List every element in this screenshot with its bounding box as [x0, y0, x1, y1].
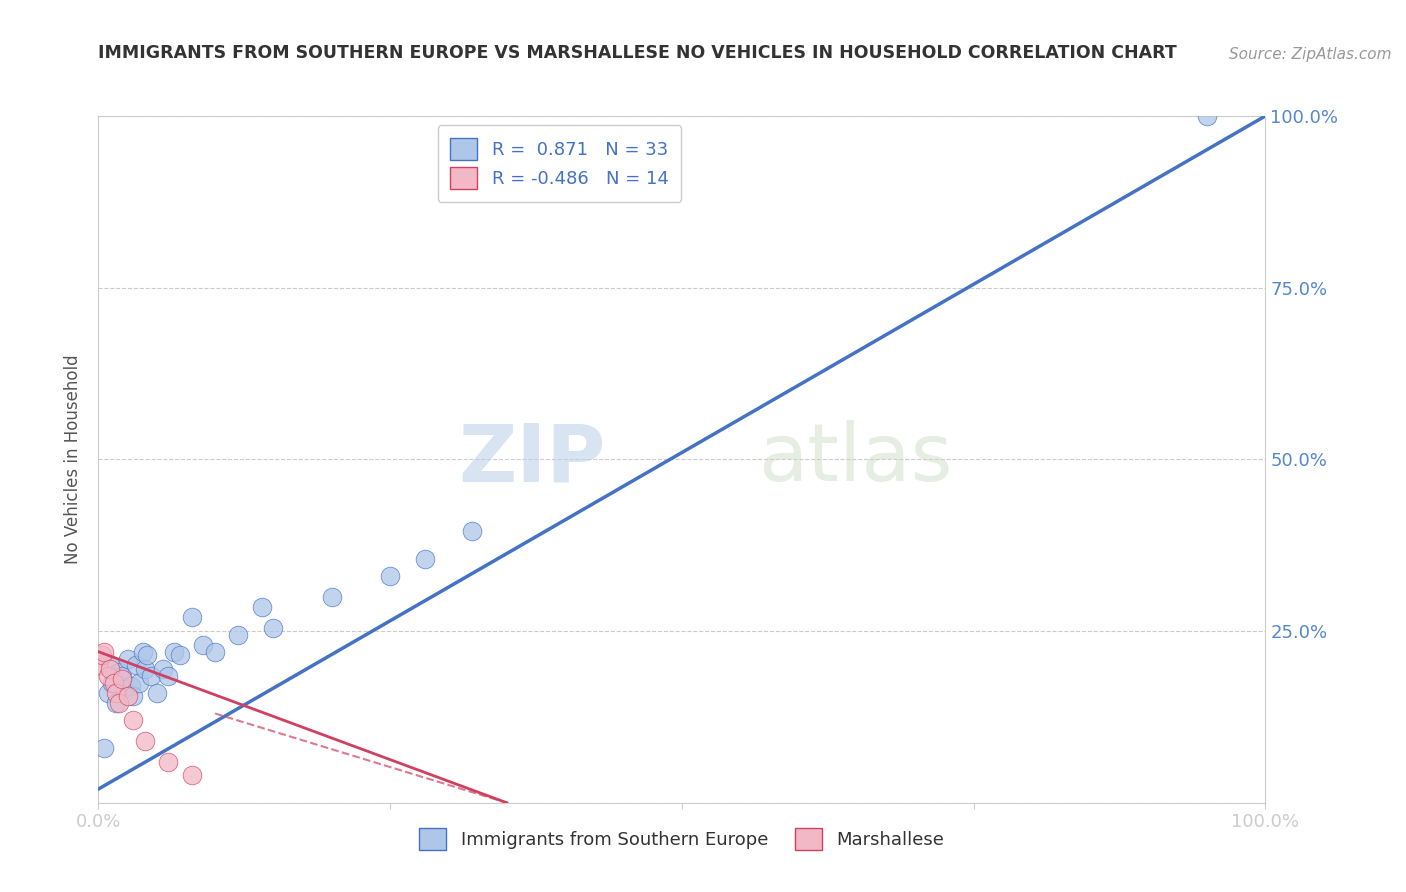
- Text: ZIP: ZIP: [458, 420, 606, 499]
- Point: [157, 755, 180, 769]
- Point: [101, 675, 124, 690]
- Point: [139, 669, 162, 683]
- Point: [1195, 109, 1218, 123]
- Point: [169, 648, 191, 662]
- Point: [117, 651, 139, 665]
- Point: [136, 648, 159, 662]
- Point: [157, 669, 180, 683]
- Point: [97, 669, 120, 683]
- Point: [128, 675, 150, 690]
- Point: [111, 669, 134, 683]
- Point: [180, 610, 202, 624]
- Point: [134, 662, 156, 676]
- Point: [134, 734, 156, 748]
- Point: [104, 686, 127, 700]
- Point: [321, 590, 343, 604]
- Point: [120, 679, 142, 693]
- Point: [108, 696, 131, 710]
- Point: [111, 672, 134, 686]
- Text: Source: ZipAtlas.com: Source: ZipAtlas.com: [1229, 47, 1392, 62]
- Point: [93, 740, 115, 755]
- Point: [117, 690, 139, 704]
- Point: [98, 662, 121, 676]
- Point: [104, 696, 127, 710]
- Point: [87, 658, 110, 673]
- Point: [461, 524, 484, 539]
- Point: [413, 552, 436, 566]
- Point: [163, 645, 186, 659]
- Point: [125, 658, 148, 673]
- Point: [112, 682, 135, 697]
- Point: [378, 569, 402, 583]
- Legend: Immigrants from Southern Europe, Marshallese: Immigrants from Southern Europe, Marshal…: [406, 815, 957, 863]
- Point: [90, 648, 112, 662]
- Point: [146, 686, 169, 700]
- Y-axis label: No Vehicles in Household: No Vehicles in Household: [65, 354, 83, 565]
- Point: [122, 714, 145, 728]
- Point: [228, 627, 250, 641]
- Point: [193, 638, 215, 652]
- Point: [108, 665, 131, 680]
- Point: [262, 621, 284, 635]
- Point: [98, 658, 121, 673]
- Point: [250, 600, 273, 615]
- Point: [204, 645, 226, 659]
- Point: [93, 645, 115, 659]
- Point: [97, 686, 120, 700]
- Point: [180, 768, 202, 782]
- Point: [132, 645, 155, 659]
- Point: [152, 662, 174, 676]
- Point: [103, 675, 125, 690]
- Text: IMMIGRANTS FROM SOUTHERN EUROPE VS MARSHALLESE NO VEHICLES IN HOUSEHOLD CORRELAT: IMMIGRANTS FROM SOUTHERN EUROPE VS MARSH…: [98, 45, 1177, 62]
- Point: [122, 690, 145, 704]
- Text: atlas: atlas: [758, 420, 952, 499]
